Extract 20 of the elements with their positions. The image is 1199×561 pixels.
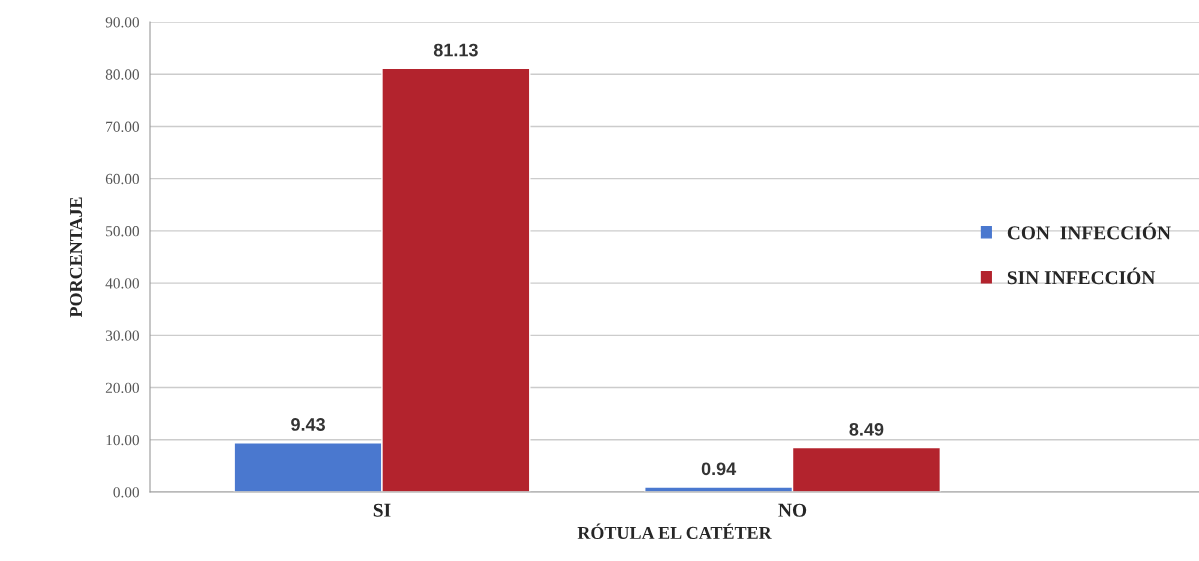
legend-label: CON INFECCIÓN bbox=[1007, 222, 1171, 240]
data-label: 9.43 bbox=[291, 418, 325, 431]
y-tick-label: 70.00 bbox=[106, 121, 139, 132]
y-tick-label: 60.00 bbox=[105, 173, 139, 185]
y-tick-label: 80.00 bbox=[105, 69, 139, 80]
y-tick-label: 10.00 bbox=[106, 434, 139, 446]
data-label: 81.13 bbox=[433, 43, 478, 57]
y-tick-label: 50.00 bbox=[106, 226, 139, 237]
x-axis-title: RÓTULA EL CATÉTER bbox=[577, 523, 772, 540]
y-tick-label: 90.00 bbox=[105, 17, 139, 28]
x-tick-label: NO bbox=[778, 503, 807, 517]
y-tick-label: 0.00 bbox=[113, 487, 139, 498]
y-tick-label: 40.00 bbox=[105, 278, 139, 289]
data-label: 0.94 bbox=[701, 462, 737, 476]
x-tick-label: SI bbox=[373, 503, 391, 517]
y-tick-label: 30.00 bbox=[105, 330, 139, 341]
y-axis-title: PORCENTAJE bbox=[69, 197, 83, 318]
data-label: 8.49 bbox=[849, 422, 884, 436]
legend-label: SIN INFECCIÓN bbox=[1007, 267, 1156, 285]
y-tick-label: 20.00 bbox=[105, 382, 139, 394]
